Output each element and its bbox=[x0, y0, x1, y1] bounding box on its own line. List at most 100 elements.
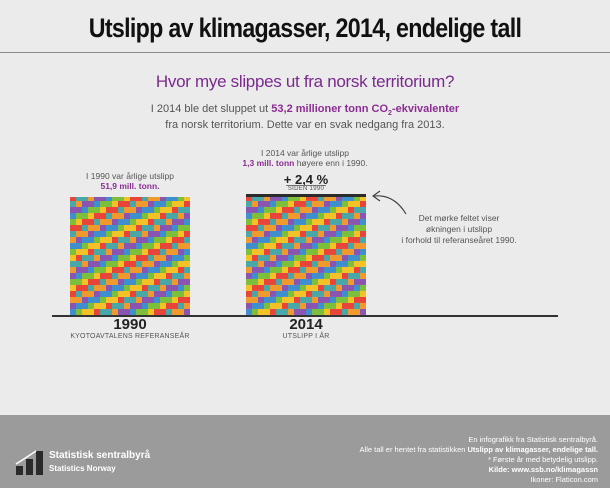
bar-mosaic-tile bbox=[112, 255, 118, 261]
bar-mosaic-tile bbox=[88, 261, 94, 267]
bar-mosaic-tile bbox=[76, 303, 82, 309]
bar-mosaic-tile bbox=[148, 249, 154, 255]
bar-mosaic-tile bbox=[360, 248, 366, 255]
bar-mosaic-tile bbox=[172, 297, 178, 303]
bar-mosaic-tile bbox=[88, 279, 94, 285]
bar-mosaic-tile bbox=[160, 197, 166, 201]
bar-mosaic-tile bbox=[106, 219, 112, 225]
bar-mosaic-tile bbox=[100, 237, 106, 243]
bar-mosaic-tile bbox=[312, 254, 318, 261]
bar-mosaic-tile bbox=[106, 213, 112, 219]
bar-mosaic-tile bbox=[130, 249, 136, 255]
bar-mosaic-tile bbox=[336, 224, 342, 231]
bar-mosaic-tile bbox=[348, 248, 354, 255]
bar-mosaic-tile bbox=[276, 260, 282, 267]
bar-mosaic-tile bbox=[354, 266, 360, 273]
bar-mosaic-tile bbox=[184, 243, 190, 249]
bar-mosaic-tile bbox=[160, 231, 166, 237]
bar-mosaic-tile bbox=[106, 279, 112, 285]
bar-mosaic-tile bbox=[276, 254, 282, 261]
bar-mosaic-tile bbox=[342, 194, 348, 201]
bar-mosaic-tile bbox=[130, 243, 136, 249]
bar-mosaic-tile bbox=[136, 219, 142, 225]
bar-mosaic-tile bbox=[82, 273, 88, 279]
bar-mosaic-tile bbox=[294, 206, 300, 213]
bar-mosaic-tile bbox=[166, 261, 172, 267]
bar-mosaic-tile bbox=[112, 207, 118, 213]
bar-mosaic-tile bbox=[360, 272, 366, 279]
bar-mosaic-tile bbox=[118, 291, 124, 297]
bar-mosaic-tile bbox=[294, 284, 300, 291]
bar-mosaic-tile bbox=[318, 254, 324, 261]
bar-mosaic-tile bbox=[70, 213, 76, 219]
bar-mosaic-tile bbox=[354, 308, 360, 315]
bar-mosaic-tile bbox=[282, 308, 288, 315]
bar-mosaic-tile bbox=[336, 206, 342, 213]
bar-mosaic-tile bbox=[324, 302, 330, 309]
bar-mosaic-tile bbox=[342, 284, 348, 291]
bar-mosaic-tile bbox=[324, 194, 330, 201]
bar-mosaic-tile bbox=[354, 272, 360, 279]
bar-mosaic-tile bbox=[336, 254, 342, 261]
bar-mosaic-tile bbox=[300, 200, 306, 207]
bar-mosaic-tile bbox=[172, 255, 178, 261]
bar-mosaic-tile bbox=[172, 279, 178, 285]
bar-mosaic-tile bbox=[336, 242, 342, 249]
bar-mosaic-tile bbox=[300, 296, 306, 303]
bar-mosaic-tile bbox=[94, 243, 100, 249]
bar-mosaic-tile bbox=[82, 219, 88, 225]
bar-mosaic-tile bbox=[178, 297, 184, 303]
bar-mosaic-tile bbox=[70, 309, 76, 315]
bar-mosaic-tile bbox=[342, 308, 348, 315]
bar-mosaic-tile bbox=[294, 236, 300, 243]
bar-mosaic-tile bbox=[142, 219, 148, 225]
bar-mosaic-tile bbox=[94, 255, 100, 261]
bar-mosaic-tile bbox=[166, 303, 172, 309]
bar-mosaic-tile bbox=[100, 297, 106, 303]
bar-mosaic-tile bbox=[118, 213, 124, 219]
bar-mosaic-tile bbox=[342, 266, 348, 273]
bar-mosaic-tile bbox=[348, 212, 354, 219]
bar-mosaic-tile bbox=[312, 272, 318, 279]
bar-mosaic-tile bbox=[312, 248, 318, 255]
bar-mosaic-tile bbox=[166, 213, 172, 219]
bar-mosaic-tile bbox=[336, 308, 342, 315]
bar-mosaic-tile bbox=[258, 284, 264, 291]
bar-mosaic-tile bbox=[294, 302, 300, 309]
bar-mosaic-tile bbox=[82, 285, 88, 291]
bar-mosaic-tile bbox=[172, 201, 178, 207]
bar-mosaic-tile bbox=[130, 207, 136, 213]
bar-mosaic-tile bbox=[136, 303, 142, 309]
change-percent: + 2,4 % bbox=[283, 172, 329, 187]
bar-mosaic-tile bbox=[276, 230, 282, 237]
bar-mosaic-tile bbox=[124, 273, 130, 279]
bar-mosaic-tile bbox=[330, 206, 336, 213]
bar-mosaic-tile bbox=[88, 207, 94, 213]
bar-mosaic-tile bbox=[154, 297, 160, 303]
bar-mosaic-tile bbox=[106, 243, 112, 249]
intro-highlight-amount: 53,2 millioner tonn CO bbox=[271, 103, 389, 115]
bar-mosaic-tile bbox=[160, 213, 166, 219]
annotation-2014: I 2014 var årlige utslipp 1,3 mill. tonn… bbox=[225, 148, 385, 168]
bar-mosaic-tile bbox=[246, 224, 252, 231]
bar-mosaic-tile bbox=[252, 248, 258, 255]
bar-mosaic-tile bbox=[160, 291, 166, 297]
bar-mosaic-tile bbox=[282, 212, 288, 219]
bar-mosaic-tile bbox=[178, 255, 184, 261]
bar-mosaic-tile bbox=[142, 291, 148, 297]
bar-mosaic-tile bbox=[124, 219, 130, 225]
bar-mosaic-tile bbox=[88, 237, 94, 243]
bar-mosaic-tile bbox=[360, 242, 366, 249]
bar-mosaic-tile bbox=[76, 201, 82, 207]
bar-mosaic-tile bbox=[246, 212, 252, 219]
bar-mosaic-tile bbox=[258, 302, 264, 309]
bar-mosaic-tile bbox=[172, 225, 178, 231]
bar-mosaic-tile bbox=[264, 272, 270, 279]
bar-mosaic-tile bbox=[154, 197, 160, 201]
bar-mosaic-tile bbox=[330, 254, 336, 261]
bar-mosaic-tile bbox=[264, 212, 270, 219]
bar-mosaic-tile bbox=[124, 243, 130, 249]
bar-mosaic-tile bbox=[336, 236, 342, 243]
bar-mosaic-tile bbox=[252, 266, 258, 273]
bar-mosaic-tile bbox=[76, 237, 82, 243]
